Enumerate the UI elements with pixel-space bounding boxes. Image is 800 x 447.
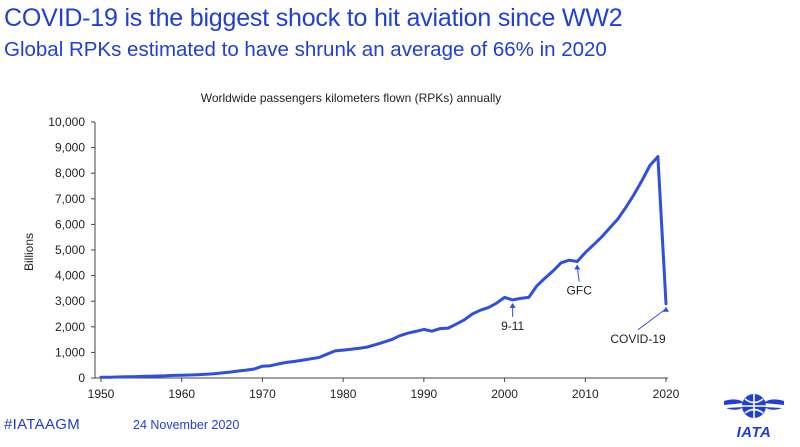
- iata-globe-icon: [724, 394, 784, 418]
- page-headline: COVID-19 is the biggest shock to hit avi…: [4, 4, 623, 32]
- page-subheadline: Global RPKs estimated to have shrunk an …: [4, 38, 607, 61]
- x-tick-label: 2020: [653, 387, 680, 401]
- x-tick-label: 2000: [491, 387, 518, 401]
- y-tick-label: 1,000: [55, 345, 85, 359]
- annotation-arrowhead: [509, 302, 516, 308]
- annotation-label: 9-11: [501, 319, 524, 333]
- footer-hashtag: #IATAAGM: [4, 416, 81, 433]
- y-tick-label: 8,000: [55, 166, 85, 180]
- y-tick-label: 6,000: [55, 217, 85, 231]
- iata-logo: IATA: [722, 386, 786, 444]
- y-tick-label: 10,000: [48, 115, 85, 129]
- annotation-pointer: [637, 308, 667, 331]
- y-axis-label: Billions: [22, 233, 36, 271]
- annotation-label: GFC: [567, 284, 593, 298]
- y-tick-label: 0: [78, 371, 85, 385]
- x-tick-label: 1990: [411, 387, 438, 401]
- y-tick-label: 5,000: [55, 243, 85, 257]
- y-tick-label: 2,000: [55, 320, 85, 334]
- y-tick-label: 7,000: [55, 192, 85, 206]
- x-tick-label: 1950: [88, 387, 115, 401]
- annotation-arrowhead: [574, 264, 581, 270]
- x-tick-label: 1960: [168, 387, 195, 401]
- annotation-label: COVID-19: [610, 332, 666, 346]
- rpk-series-line: [99, 155, 668, 379]
- chart-title: Worldwide passengers kilometers flown (R…: [201, 91, 502, 105]
- chart-annotations: 9-11 GFC COVID-19: [501, 264, 669, 346]
- x-tick-label: 1970: [249, 387, 276, 401]
- iata-logo-text: IATA: [736, 424, 772, 441]
- y-tick-label: 9,000: [55, 141, 85, 155]
- y-tick-label: 3,000: [55, 294, 85, 308]
- annotation-arrowhead: [663, 306, 669, 312]
- x-tick-label: 1980: [330, 387, 357, 401]
- y-axis-ticks: 0 1,000 2,000 3,000 4,000 5,000 6,000 7,000 8,00…: [48, 115, 95, 385]
- x-axis-ticks: 1950 1960 1970 1980 1990 2000 2010 2020: [88, 378, 680, 401]
- footer-date: 24 November 2020: [133, 418, 240, 432]
- x-tick-label: 2010: [572, 387, 599, 401]
- y-tick-label: 4,000: [55, 269, 85, 283]
